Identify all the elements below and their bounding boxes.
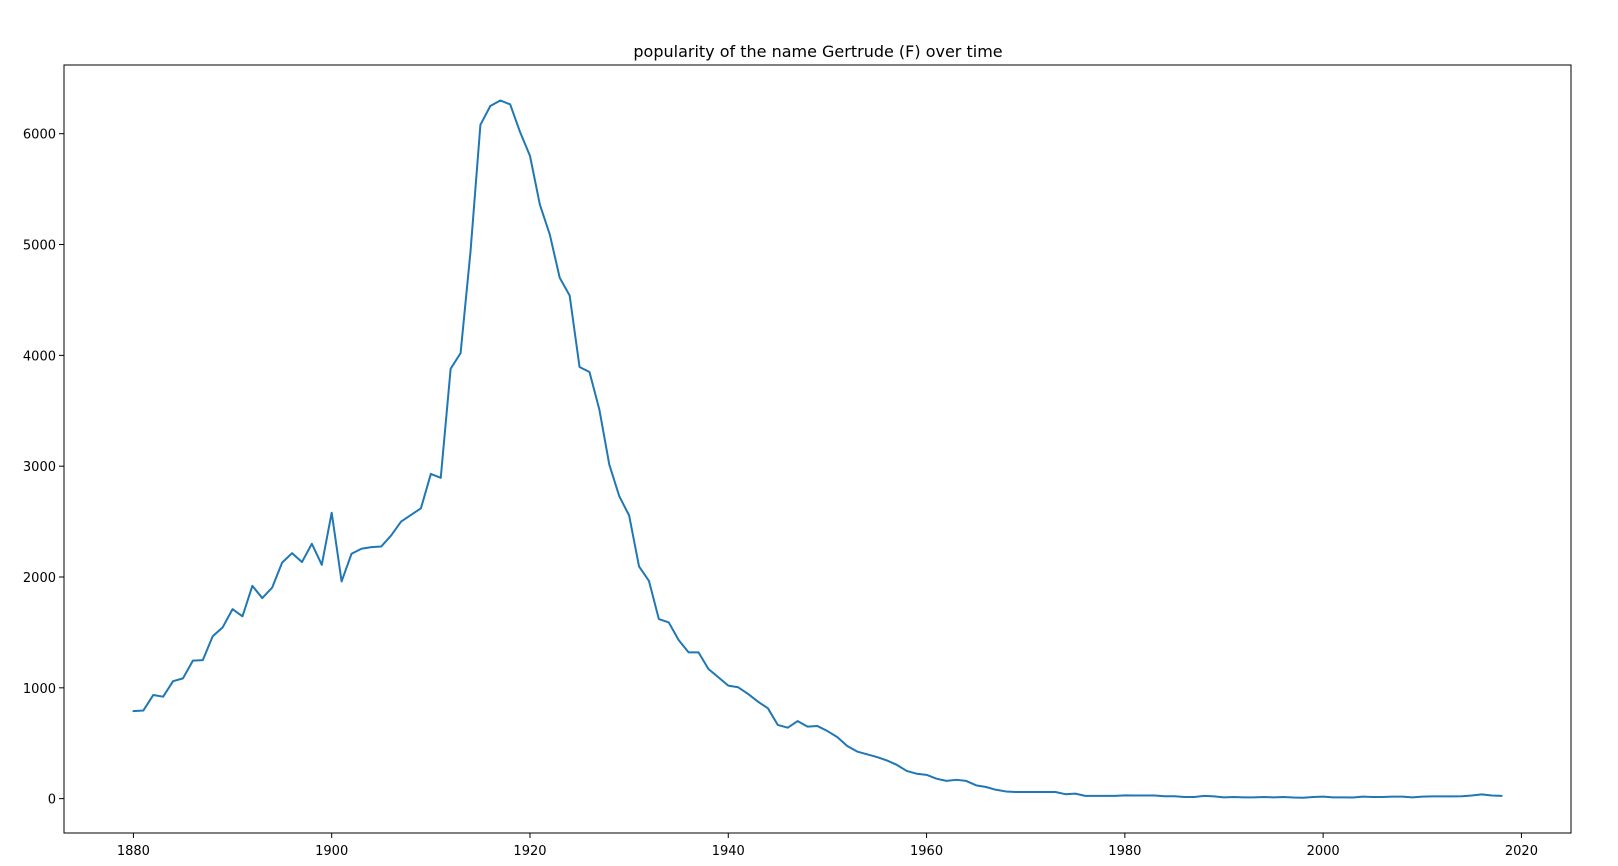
x-tick-label: 1880	[117, 844, 150, 859]
x-tick-label: 1900	[315, 844, 348, 859]
y-tick-label: 0	[48, 793, 56, 808]
x-tick-label: 1960	[910, 844, 943, 859]
plot-frame	[63, 64, 1572, 834]
x-tick-label: 2020	[1505, 844, 1538, 859]
y-tick-label: 3000	[23, 460, 56, 475]
y-tick-label: 6000	[23, 128, 56, 143]
y-axis-ticks: 0 1000 2000 3000 4000 5000 6000	[23, 128, 64, 808]
chart-title: popularity of the name Gertrude (F) over…	[633, 42, 1002, 61]
x-axis-ticks: 1880 1900 1920 1940 1960 1980 2000 2020	[117, 833, 1538, 859]
series-line	[132, 99, 1503, 799]
x-tick-label: 1920	[513, 844, 546, 859]
x-tick-label: 2000	[1307, 844, 1340, 859]
x-tick-label: 1980	[1108, 844, 1141, 859]
plot-lines	[132, 99, 1503, 799]
y-tick-label: 5000	[23, 239, 56, 254]
y-tick-label: 2000	[23, 571, 56, 586]
x-tick-label: 1940	[712, 844, 745, 859]
y-tick-label: 1000	[23, 682, 56, 697]
y-tick-label: 4000	[23, 349, 56, 364]
